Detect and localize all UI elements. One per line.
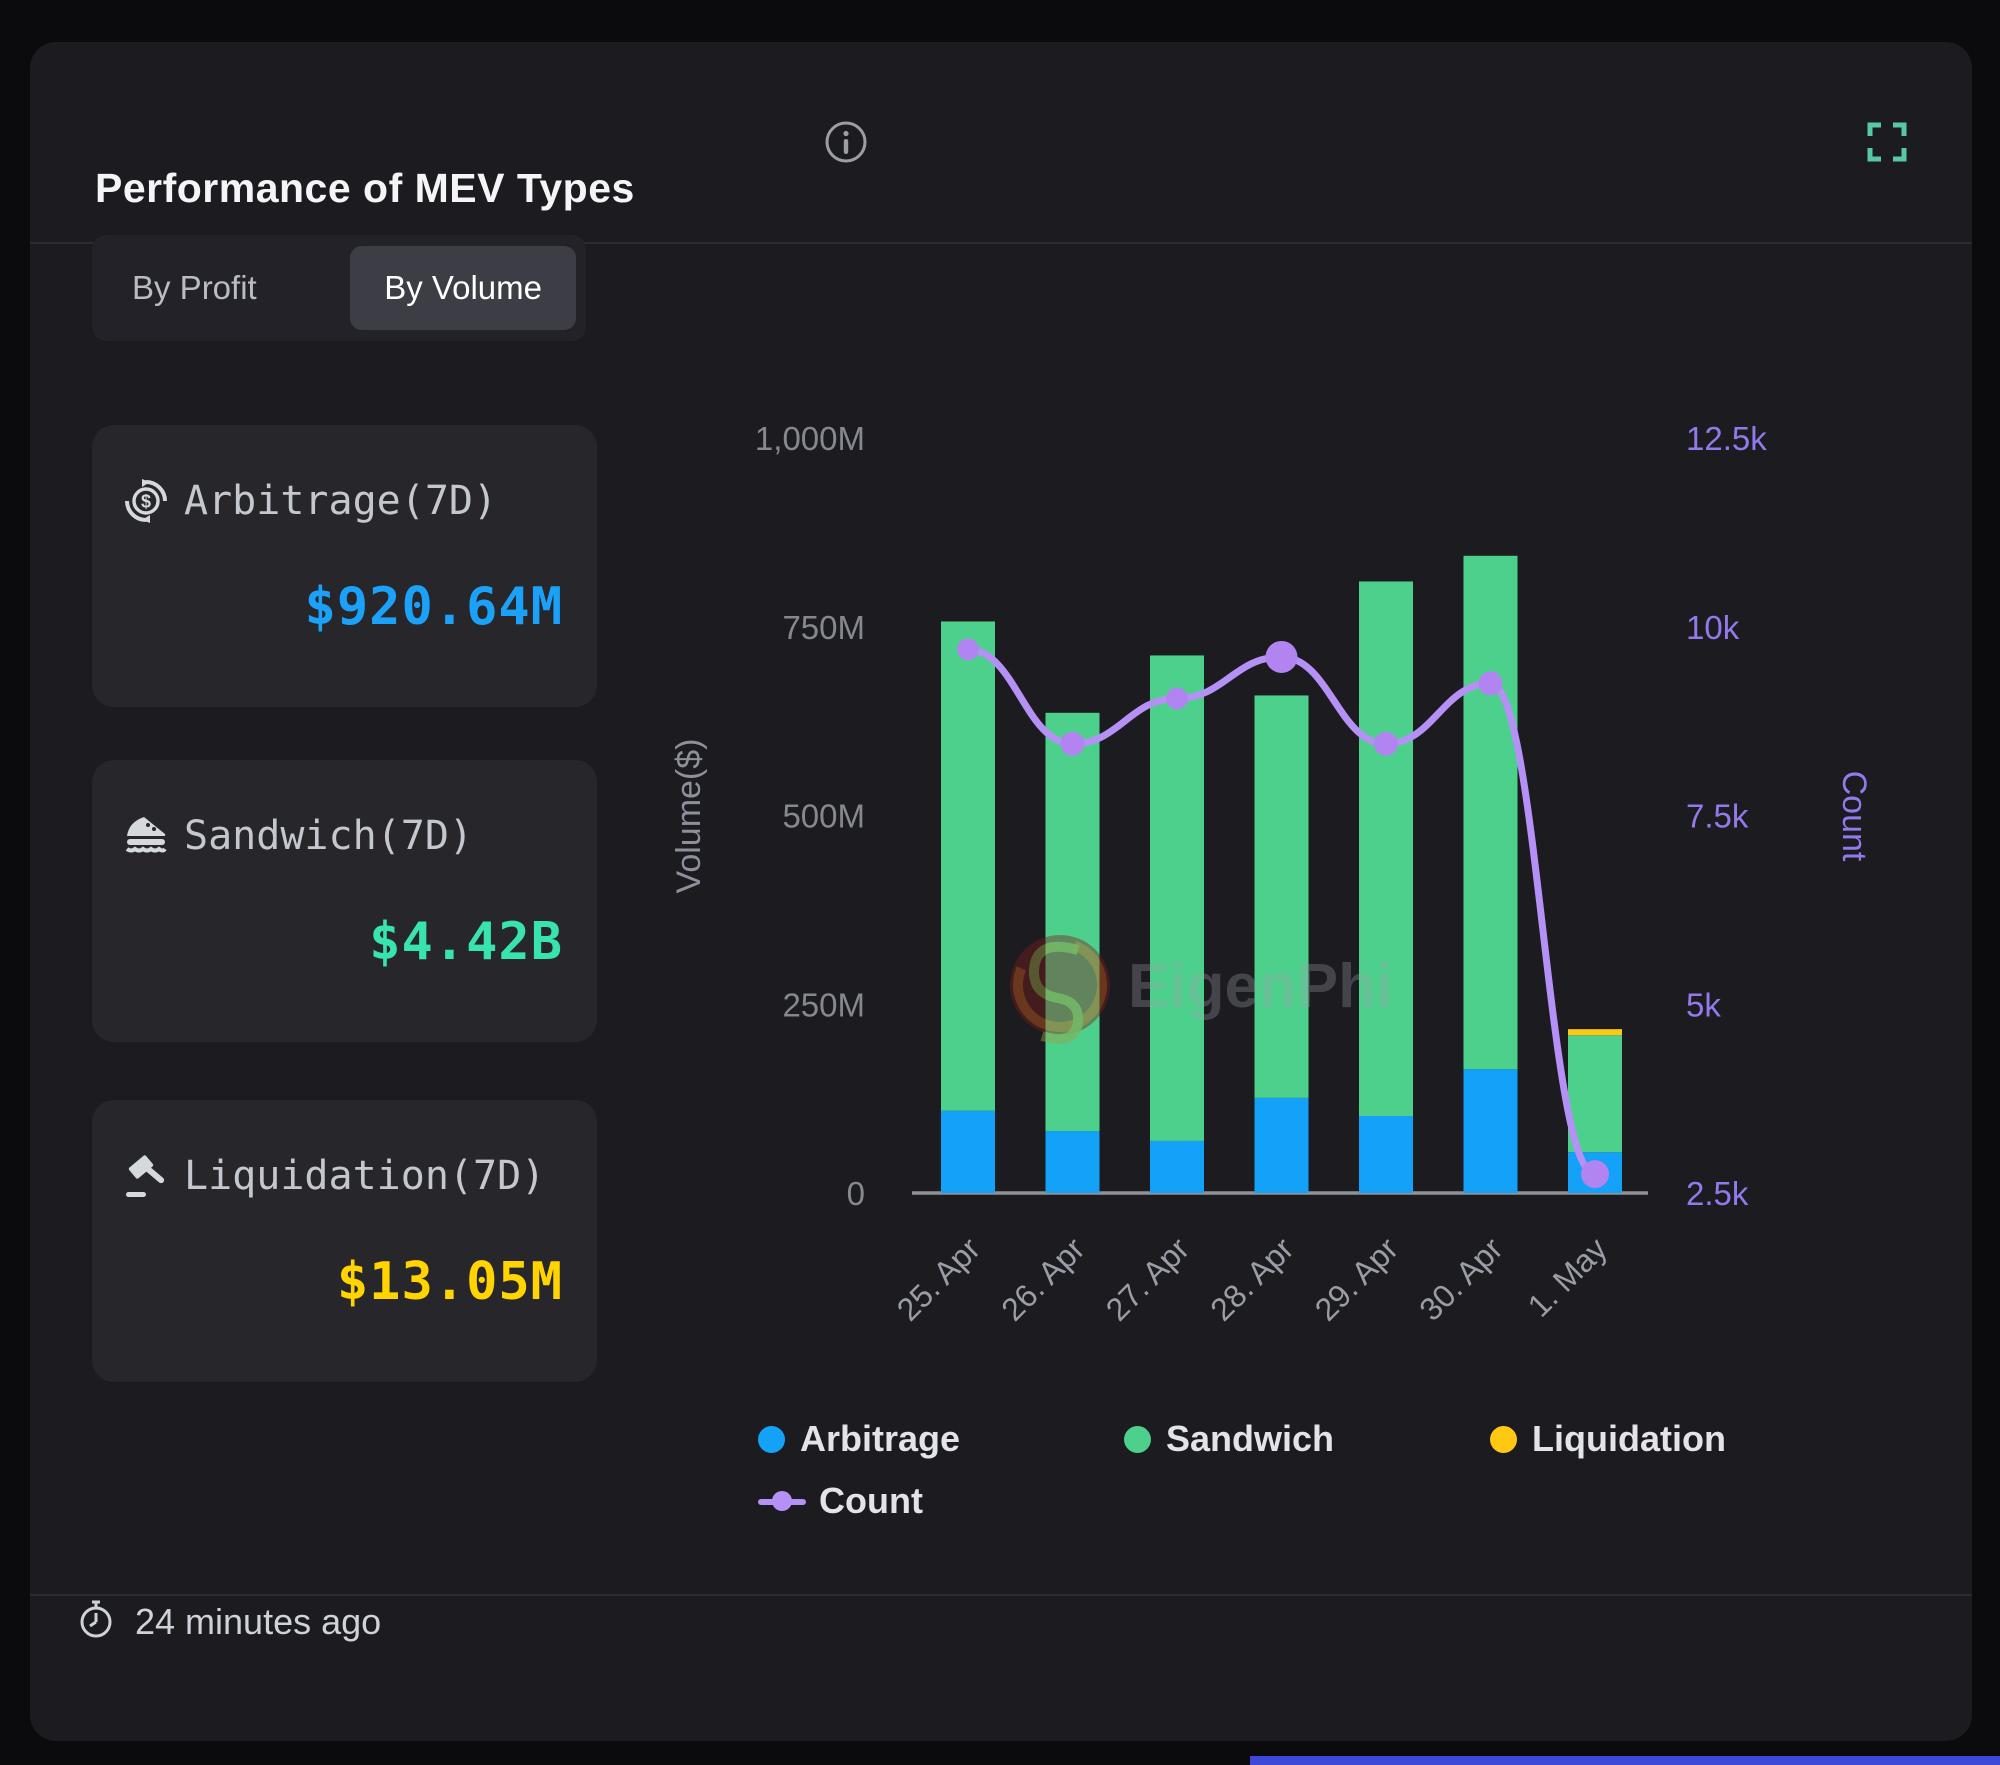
watermark: EigenPhi	[1010, 935, 1393, 1044]
x-axis-label: 25. Apr	[890, 1230, 987, 1327]
left-axis-tick: 1,000M	[755, 420, 865, 457]
bar-segment-arbitrage	[1463, 1069, 1518, 1193]
x-axis-label: 26. Apr	[994, 1230, 1091, 1327]
tab-by-volume[interactable]: By Volume	[350, 246, 576, 330]
mev-performance-panel: Performance of MEV Types By Profit By Vo…	[30, 42, 1972, 1741]
left-axis-title: Volume($)	[670, 739, 708, 894]
clock-icon	[75, 1598, 117, 1645]
count-marker	[1374, 731, 1398, 756]
bar-segment-sandwich	[1254, 695, 1309, 1098]
x-axis-label: 29. Apr	[1308, 1230, 1405, 1327]
count-marker	[957, 638, 979, 661]
legend-label: Sandwich	[1166, 1418, 1335, 1459]
sandwich-card-value: $4.42B	[369, 912, 563, 972]
x-axis-label: 27. Apr	[1099, 1230, 1196, 1327]
legend-marker	[758, 1425, 785, 1453]
liquidation-card: Liquidation(7D) $13.05M	[92, 1100, 597, 1382]
bar-segment-arbitrage	[941, 1110, 995, 1193]
legend-label: Count	[819, 1480, 923, 1521]
right-axis-tick: 12.5k	[1686, 420, 1767, 457]
page-title: Performance of MEV Types	[95, 165, 635, 212]
count-marker	[1265, 640, 1298, 673]
bar-segment-sandwich	[1463, 555, 1518, 1070]
mev-volume-chart: 0 250M 500M 750M 1,000M 2.5k 5k 7.5k 10k 12.5k Vol…	[670, 420, 1873, 1328]
sandwich-card-label: Sandwich(7D)	[184, 813, 473, 859]
bar-segment-liquidation	[1568, 1029, 1622, 1036]
left-axis-tick: 250M	[782, 986, 865, 1023]
left-axis-tick: 500M	[782, 798, 865, 835]
legend-label: Arbitrage	[800, 1418, 961, 1459]
header-divider	[30, 242, 1972, 244]
x-axis-label: 28. Apr	[1203, 1230, 1300, 1327]
x-axis-label: 1. May	[1521, 1230, 1614, 1323]
bar-segment-sandwich	[1359, 581, 1413, 1116]
right-axis-tick: 10k	[1686, 609, 1740, 646]
count-marker	[1478, 671, 1503, 696]
right-axis-title: Count	[1835, 771, 1873, 862]
svg-text:$: $	[141, 492, 151, 512]
count-marker	[1060, 731, 1085, 756]
legend-item-count[interactable]: Count	[758, 1480, 1124, 1522]
bar-segment-arbitrage	[1359, 1115, 1413, 1193]
legend-marker	[758, 1488, 806, 1515]
sandwich-icon	[122, 812, 170, 860]
sandwich-card: Sandwich(7D) $4.42B	[92, 760, 597, 1042]
count-marker	[1166, 687, 1188, 710]
chart-legend: Arbitrage Sandwich Liquidation Count	[758, 1418, 1938, 1522]
legend-label: Liquidation	[1532, 1418, 1726, 1459]
fullscreen-icon[interactable]	[1864, 119, 1910, 165]
bar-segment-sandwich	[1568, 1035, 1622, 1153]
view-mode-tabs: By Profit By Volume	[92, 235, 586, 341]
legend-marker	[1490, 1425, 1517, 1453]
gavel-icon	[122, 1152, 170, 1200]
bar-segment-arbitrage	[1045, 1131, 1100, 1193]
tab-by-profit[interactable]: By Profit	[98, 246, 291, 330]
right-axis-tick: 7.5k	[1686, 798, 1749, 835]
info-icon[interactable]	[823, 119, 869, 165]
arbitrage-card-label: Arbitrage(7D)	[184, 478, 498, 524]
liquidation-card-value: $13.05M	[336, 1252, 563, 1312]
right-axis-tick: 2.5k	[1686, 1175, 1749, 1212]
footer-divider	[30, 1594, 1972, 1596]
dollar-cycle-icon: $	[122, 477, 170, 525]
last-updated-text: 24 minutes ago	[135, 1600, 382, 1642]
liquidation-card-label: Liquidation(7D)	[184, 1153, 546, 1199]
svg-text:EigenPhi: EigenPhi	[1128, 952, 1393, 1021]
bar-segment-sandwich	[941, 621, 995, 1111]
arbitrage-card-value: $920.64M	[304, 577, 563, 637]
bar-segment-sandwich	[1150, 655, 1204, 1141]
legend-item-liquidation[interactable]: Liquidation	[1490, 1418, 1856, 1460]
bar-segment-arbitrage	[1254, 1097, 1309, 1193]
arbitrage-card: $ Arbitrage(7D) $920.64M	[92, 425, 597, 707]
x-axis-label: 30. Apr	[1412, 1230, 1509, 1327]
right-axis-tick: 5k	[1686, 986, 1721, 1023]
count-marker	[1581, 1160, 1609, 1189]
left-axis-tick: 0	[847, 1175, 865, 1212]
bar-segment-arbitrage	[1150, 1140, 1204, 1193]
legend-item-sandwich[interactable]: Sandwich	[1124, 1418, 1490, 1460]
bar-segment-sandwich	[1045, 712, 1100, 1132]
bottom-scroll-strip[interactable]	[1250, 1756, 2000, 1765]
left-axis-tick: 750M	[782, 609, 865, 646]
legend-marker	[1124, 1425, 1151, 1453]
legend-item-arbitrage[interactable]: Arbitrage	[758, 1418, 1124, 1460]
last-updated: 24 minutes ago	[75, 1598, 381, 1645]
